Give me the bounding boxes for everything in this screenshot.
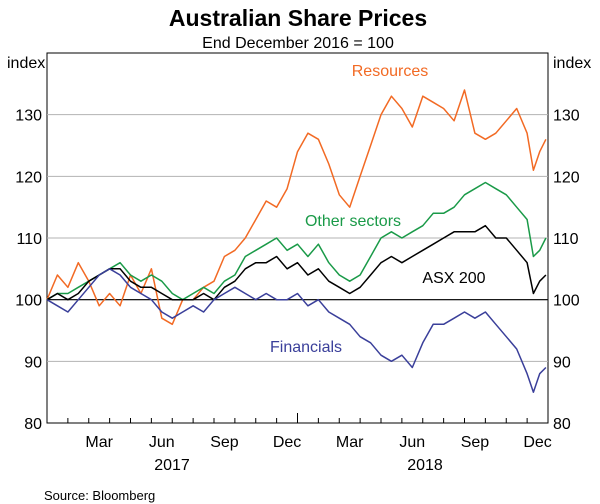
series-line-resources [46,89,547,326]
y-tick-right-130: 130 [553,108,580,125]
series-lines [46,89,547,393]
chart-subtitle: End December 2016 = 100 [202,35,394,52]
y-tick-right-120: 120 [553,169,580,186]
x-tick-marks [46,413,549,423]
chart-title: Australian Share Prices [169,5,427,31]
y-unit-right: index [553,55,591,72]
x-month-label-0: Mar [85,434,113,451]
x-month-label-4: Mar [336,434,364,451]
series-line-asx-200 [46,224,547,301]
x-month-label-3: Dec [273,434,301,451]
x-year-2017: 2017 [154,457,190,474]
y-tick-labels: 80 80 90 90 100 100 110 110 120 120 130 130 [15,108,580,433]
x-month-label-1: Jun [149,434,175,451]
y-tick-left-90: 90 [24,354,42,371]
x-month-label-5: Jun [399,434,425,451]
label-resources: Resources [352,63,428,80]
y-tick-right-110: 110 [553,231,579,248]
series-line-financials [46,268,547,393]
x-month-labels: Mar Jun Sep Dec Mar Jun Sep Dec [85,434,551,451]
x-month-label-7: Dec [523,434,551,451]
y-tick-right-90: 90 [553,354,571,371]
y-unit-left: index [7,55,45,72]
y-tick-left-80: 80 [24,416,42,433]
label-other-sectors: Other sectors [305,213,401,230]
label-asx200: ASX 200 [422,270,485,287]
label-financials: Financials [270,339,342,356]
series-line-other-sectors [46,181,547,301]
y-tick-left-130: 130 [15,108,42,125]
y-tick-right-100: 100 [553,293,580,310]
y-tick-left-120: 120 [15,169,42,186]
x-year-2018: 2018 [407,457,443,474]
y-tick-left-100: 100 [15,293,42,310]
source-note: Source: Bloomberg [44,488,155,503]
x-month-label-2: Sep [210,434,239,451]
y-tick-left-110: 110 [16,231,42,248]
x-month-label-6: Sep [461,434,490,451]
y-tick-right-80: 80 [553,416,571,433]
